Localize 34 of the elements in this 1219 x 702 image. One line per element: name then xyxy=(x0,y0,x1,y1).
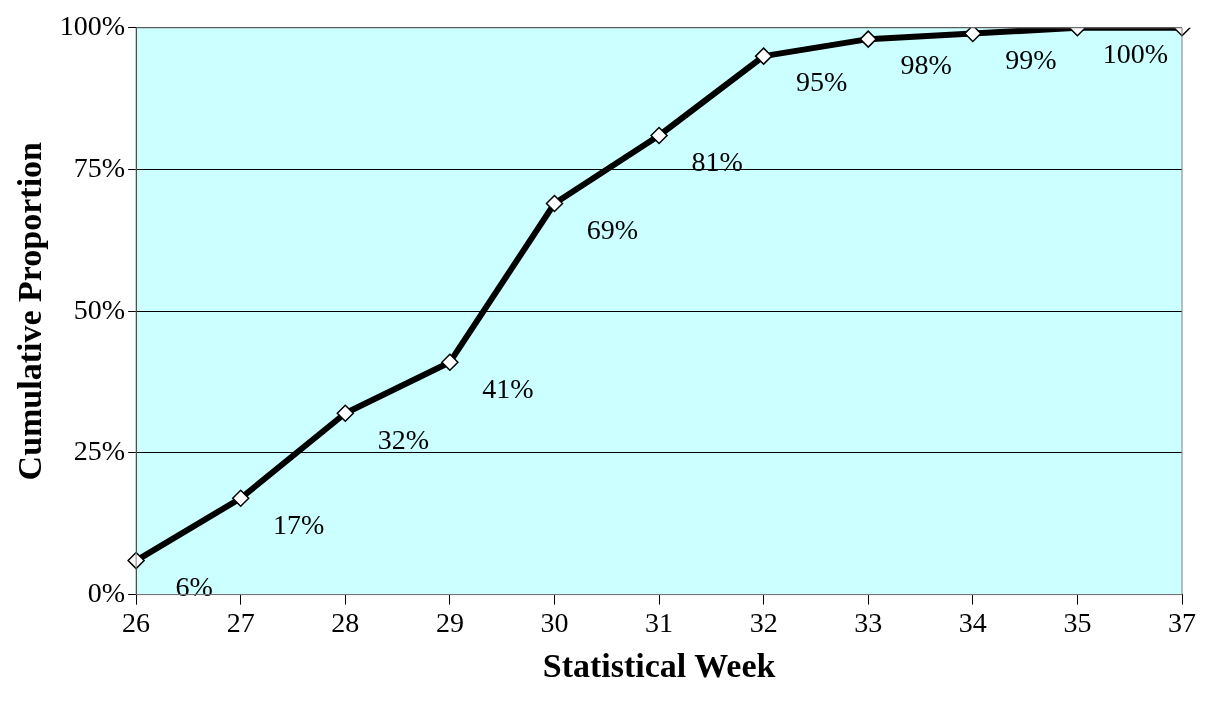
y-tick-label: 75% xyxy=(73,151,126,183)
x-tick-label: 32 xyxy=(749,606,778,638)
x-tick-label: 33 xyxy=(854,606,883,638)
x-tick-label: 28 xyxy=(331,606,360,638)
x-tick-label: 27 xyxy=(226,606,255,638)
point xyxy=(754,47,773,65)
point xyxy=(650,126,668,145)
y-axis-title: Cumulative Proportion xyxy=(11,141,49,481)
data-label: 99% xyxy=(1005,43,1057,75)
data-label: 69% xyxy=(586,213,639,245)
x-tick-label: 34 xyxy=(958,606,987,638)
data-label: 100% xyxy=(1102,38,1169,70)
y-tick-label: 0% xyxy=(87,576,126,608)
data-label: 98% xyxy=(900,49,952,81)
y-tick-label: 100% xyxy=(59,10,126,42)
point xyxy=(336,404,355,422)
y-tick-label: 25% xyxy=(73,435,126,467)
data-label: 41% xyxy=(482,372,534,404)
point xyxy=(441,353,459,371)
data-label: 95% xyxy=(795,66,848,98)
x-tick-label: 29 xyxy=(435,606,464,638)
point xyxy=(545,194,564,213)
x-tick-label: 35 xyxy=(1063,606,1092,638)
point xyxy=(964,27,982,43)
point xyxy=(231,489,250,507)
x-tick-label: 26 xyxy=(122,606,151,638)
y-tick-label: 50% xyxy=(73,293,126,325)
x-tick-label: 37 xyxy=(1168,606,1196,638)
x-tick-label: 31 xyxy=(645,606,674,638)
data-label: 32% xyxy=(377,423,429,455)
point xyxy=(859,30,877,48)
x-axis-title: Statistical Week xyxy=(542,647,776,685)
x-tick-label: 30 xyxy=(540,606,569,638)
data-label: 17% xyxy=(273,508,325,540)
